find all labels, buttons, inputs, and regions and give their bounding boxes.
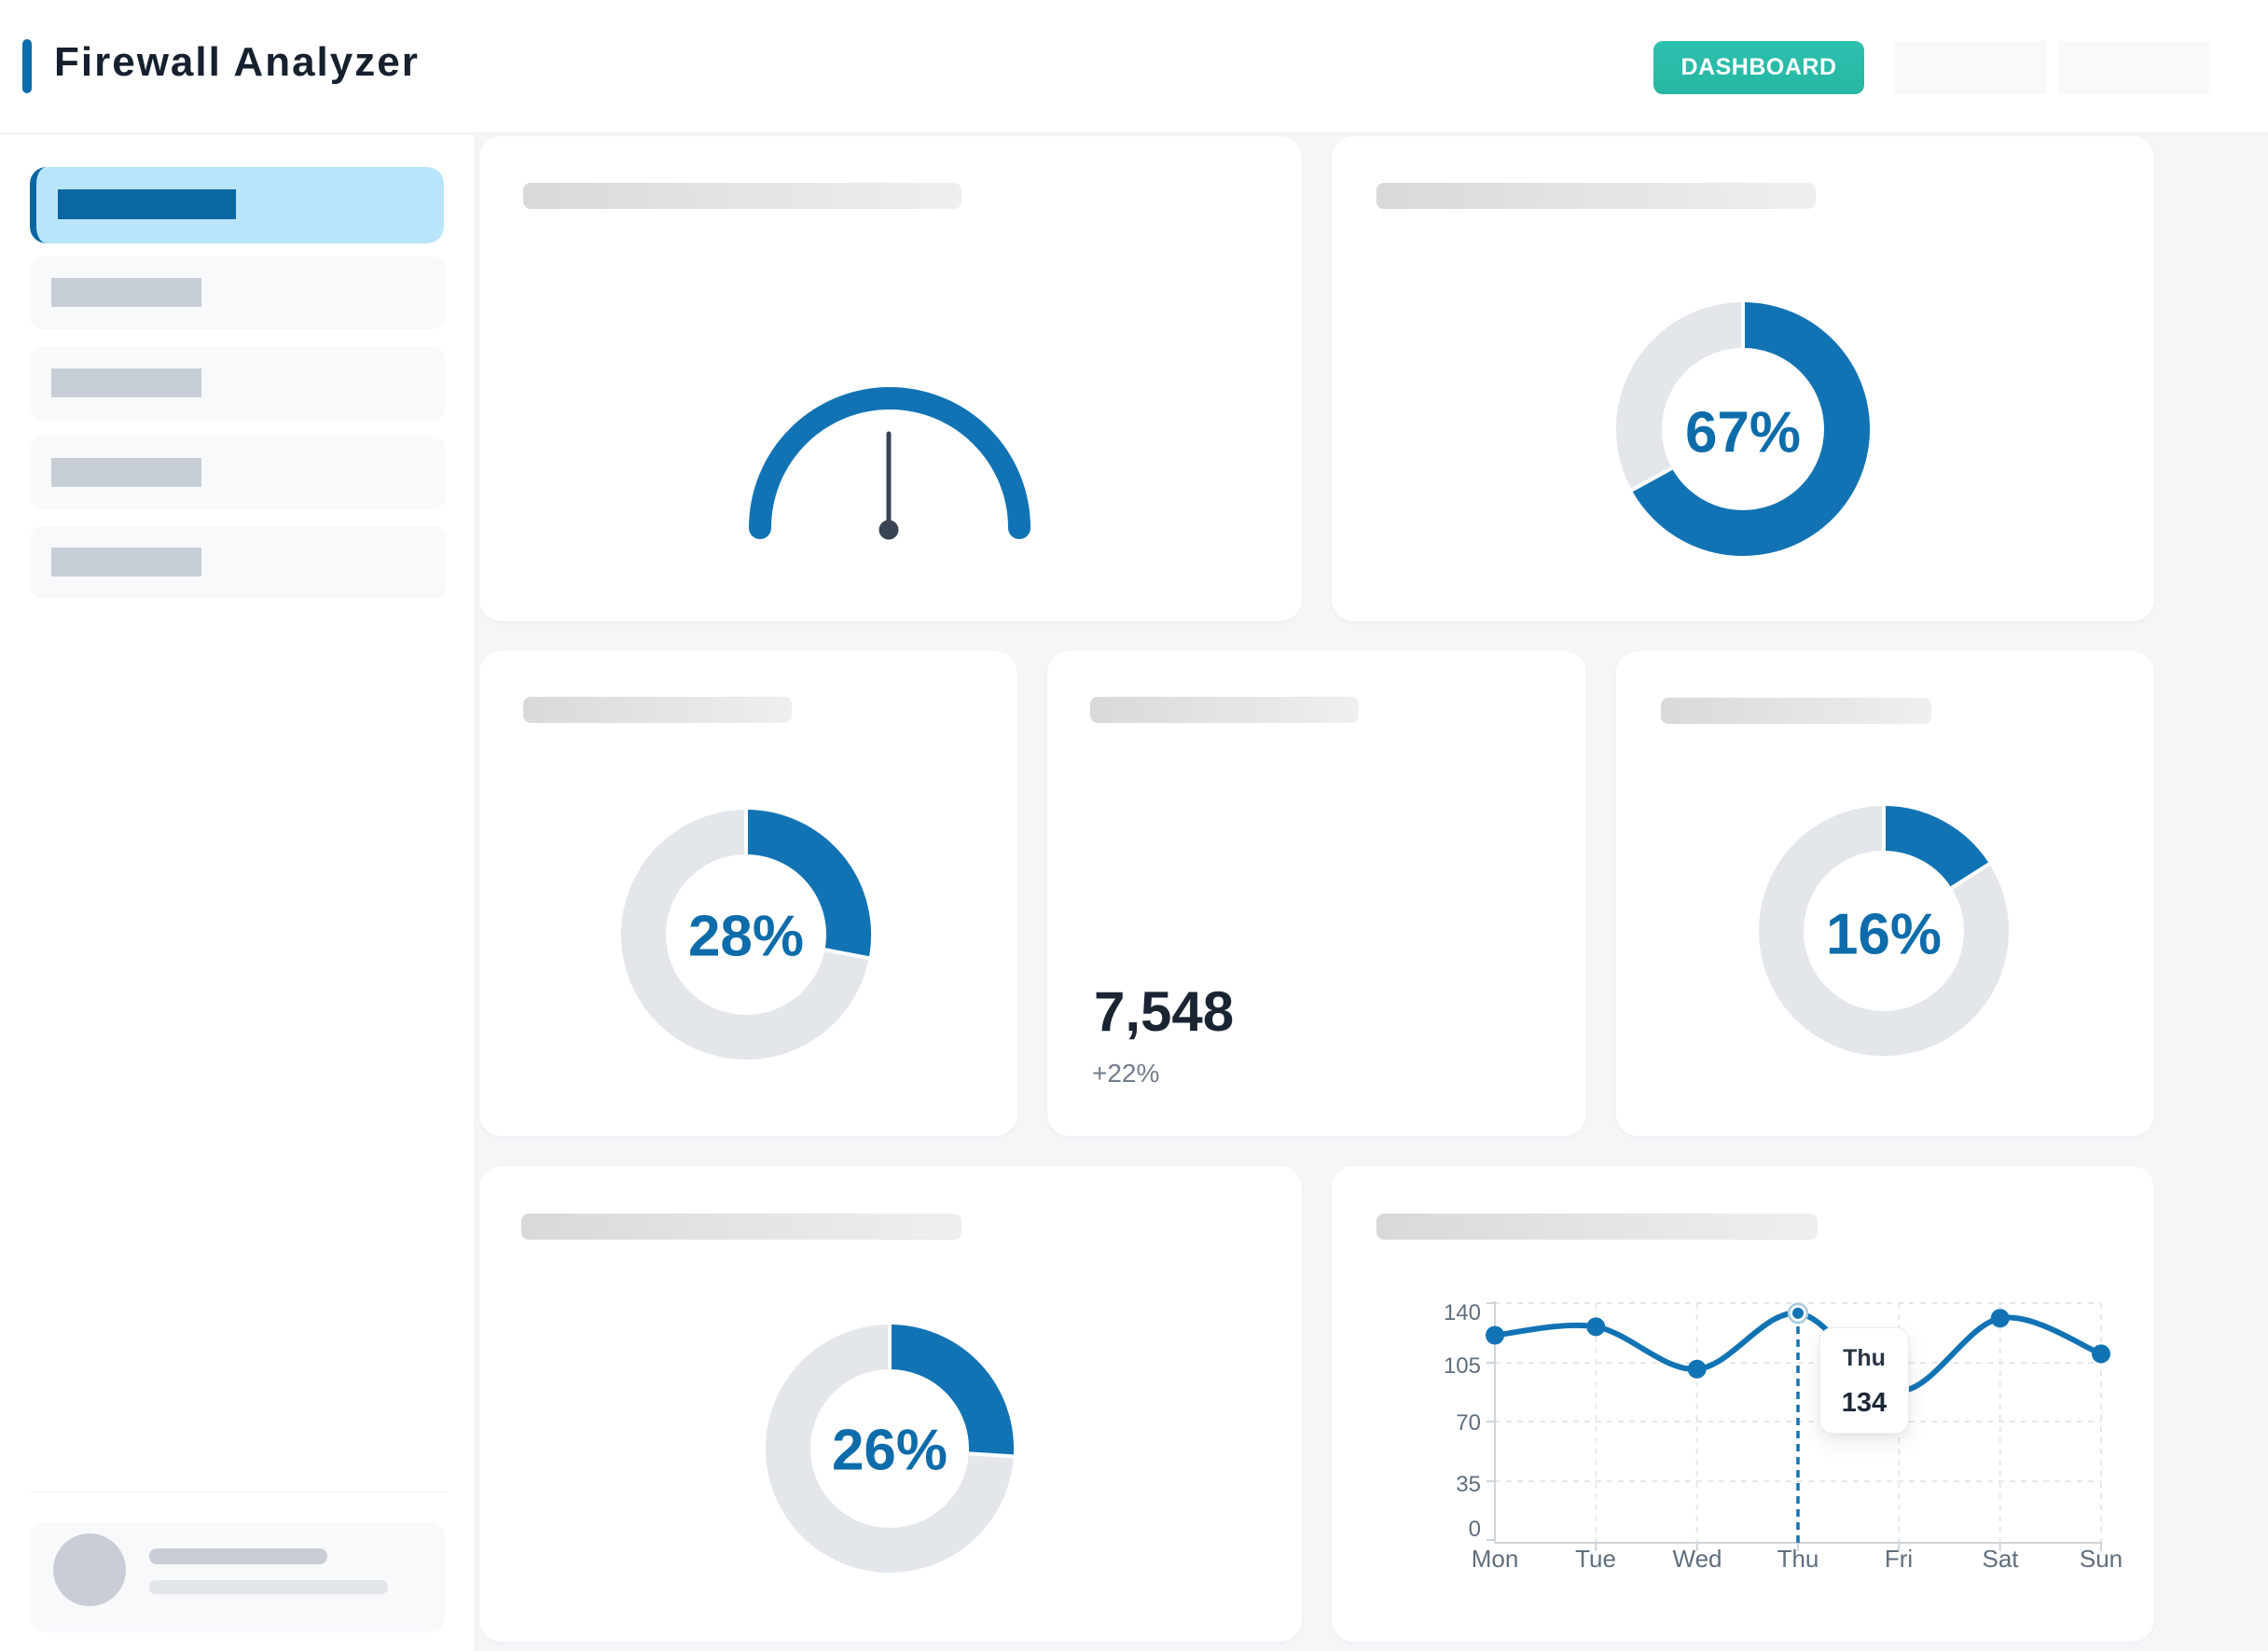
svg-text:70: 70 (1456, 1410, 1481, 1436)
svg-text:Sat: Sat (1982, 1545, 2019, 1573)
svg-text:67%: 67% (1685, 401, 1801, 465)
svg-text:0: 0 (1469, 1517, 1481, 1542)
svg-text:Thu: Thu (1777, 1545, 1819, 1573)
svg-text:Sun: Sun (2080, 1545, 2123, 1573)
svg-text:26%: 26% (832, 1419, 947, 1483)
svg-text:35: 35 (1456, 1472, 1481, 1497)
svg-text:Mon: Mon (1472, 1545, 1519, 1573)
svg-text:16%: 16% (1826, 903, 1942, 967)
svg-text:Tue: Tue (1575, 1545, 1616, 1573)
svg-text:28%: 28% (688, 905, 804, 969)
svg-text:Fri: Fri (1885, 1545, 1913, 1573)
svg-text:Wed: Wed (1673, 1545, 1722, 1573)
svg-text:105: 105 (1444, 1353, 1481, 1379)
svg-text:140: 140 (1444, 1300, 1481, 1325)
